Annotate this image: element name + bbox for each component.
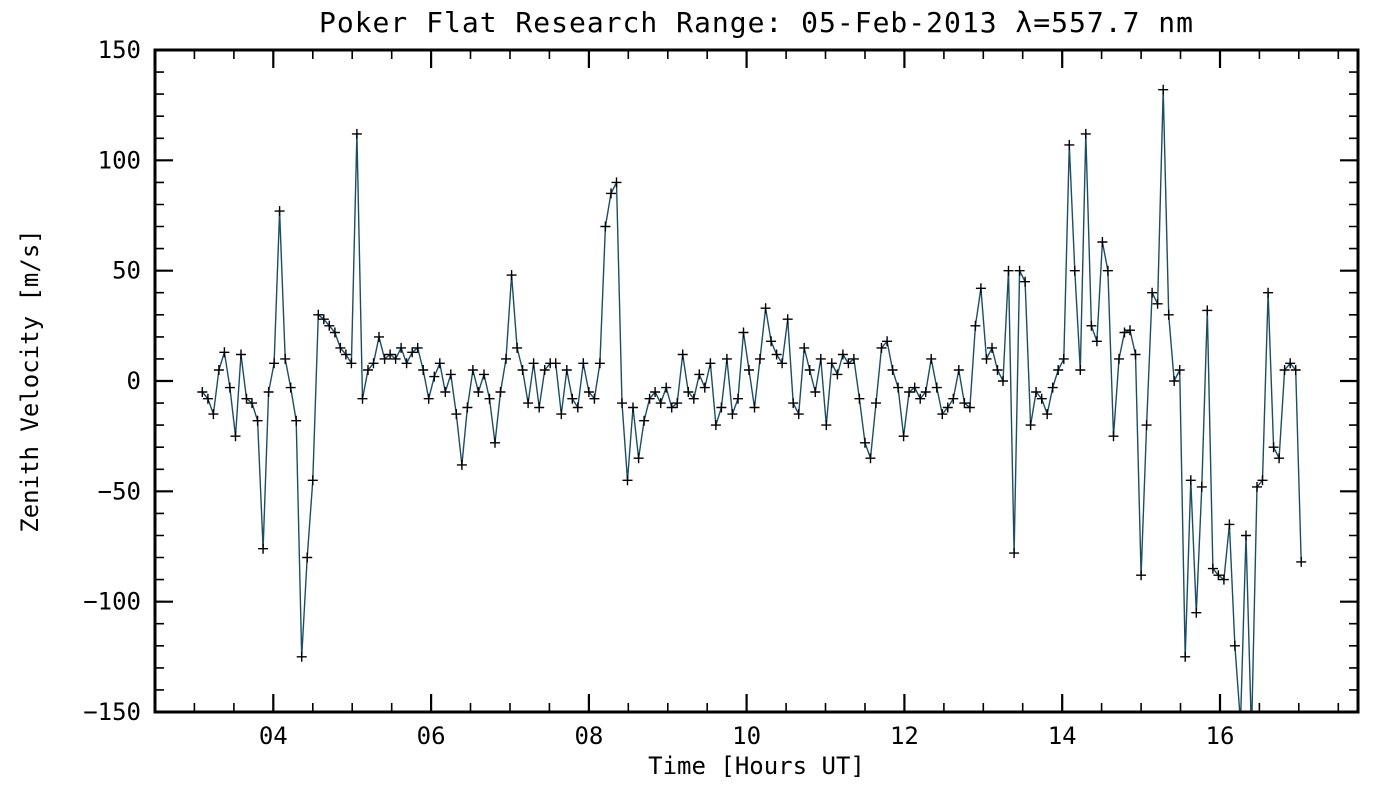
- x-tick-label: 14: [1048, 722, 1077, 750]
- data-line: [201, 89, 1302, 712]
- y-tick-label: 0: [127, 367, 141, 395]
- y-tick-label: 150: [98, 36, 141, 64]
- chart-title: Poker Flat Research Range: 05-Feb-2013 λ…: [318, 6, 1194, 39]
- y-tick-label: 50: [112, 257, 141, 285]
- x-tick-label: 08: [574, 722, 603, 750]
- plot-frame: [153, 48, 1360, 714]
- x-tick-label: 16: [1206, 722, 1235, 750]
- x-tick-label: 06: [417, 722, 446, 750]
- x-tick-label: 10: [732, 722, 761, 750]
- y-tick-label: −150: [83, 698, 141, 726]
- y-tick-label: −50: [98, 477, 141, 505]
- x-tick-label: 04: [259, 722, 288, 750]
- y-tick-label: −100: [83, 588, 141, 616]
- x-axis-label: Time [Hours UT]: [648, 752, 865, 780]
- data-series: [197, 84, 1307, 712]
- x-tick-label: 12: [890, 722, 919, 750]
- y-tick-label: 100: [98, 146, 141, 174]
- plus-markers: [197, 84, 1307, 662]
